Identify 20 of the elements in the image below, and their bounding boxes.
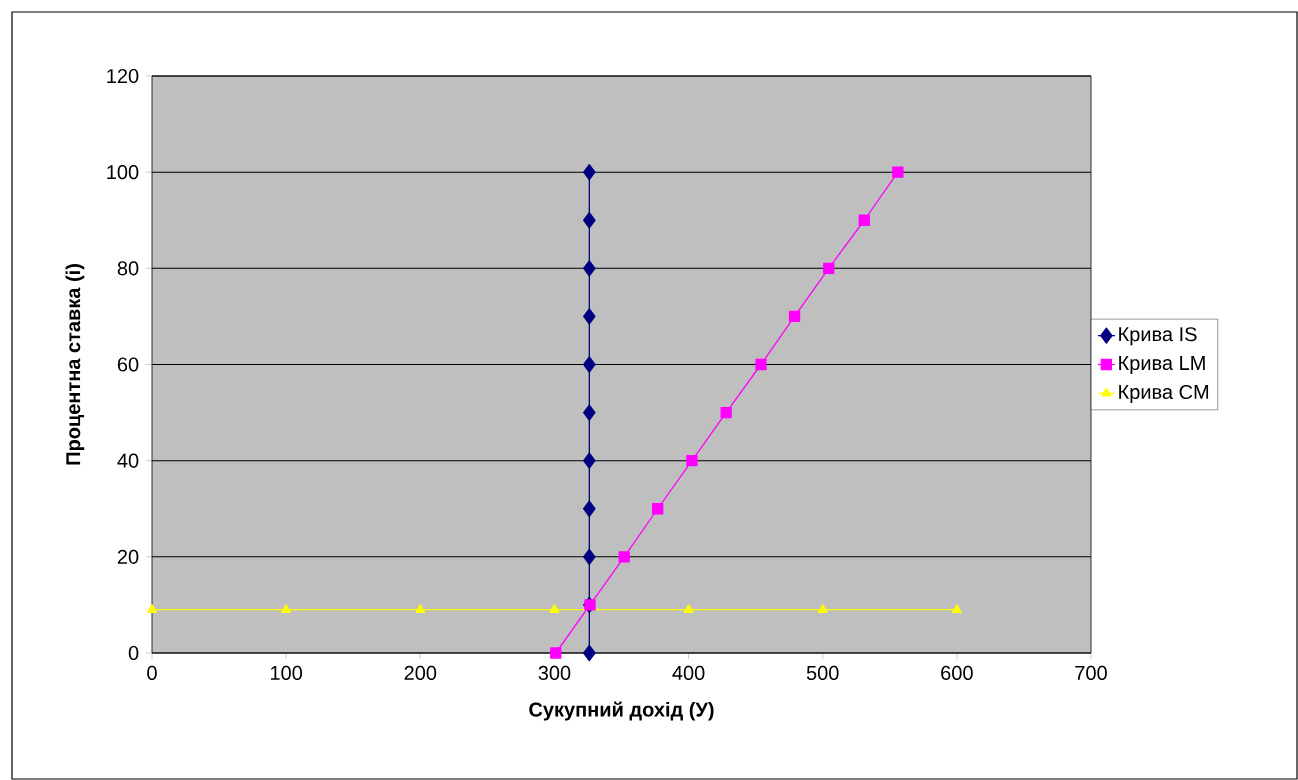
y-tick-label: 60 bbox=[117, 357, 139, 372]
y-tick-label: 40 bbox=[117, 453, 139, 468]
y-tick-label: 100 bbox=[107, 165, 139, 180]
x-tick-label: 300 bbox=[538, 665, 571, 681]
y-tick-label: 0 bbox=[128, 645, 139, 661]
y-axis-title: Процентна ставка (і) bbox=[65, 264, 85, 465]
x-tick-label: 500 bbox=[806, 665, 839, 681]
x-tick-label: 0 bbox=[147, 665, 157, 681]
legend-label: Крива IS bbox=[1119, 327, 1197, 346]
x-tick-label: 400 bbox=[672, 665, 705, 681]
legend-label: Крива CM bbox=[1119, 384, 1209, 403]
x-tick-label: 200 bbox=[404, 665, 437, 681]
legend-label: Крива LM bbox=[1119, 356, 1205, 375]
x-tick-label: 100 bbox=[270, 665, 303, 681]
y-tick-label: 20 bbox=[117, 549, 139, 564]
x-tick-label: 700 bbox=[1075, 665, 1107, 681]
x-axis-title: Сукупний дохід (У) bbox=[529, 701, 714, 721]
y-tick-label: 80 bbox=[117, 261, 139, 276]
x-tick-label: 600 bbox=[941, 665, 973, 681]
y-tick-label: 120 bbox=[107, 68, 139, 84]
